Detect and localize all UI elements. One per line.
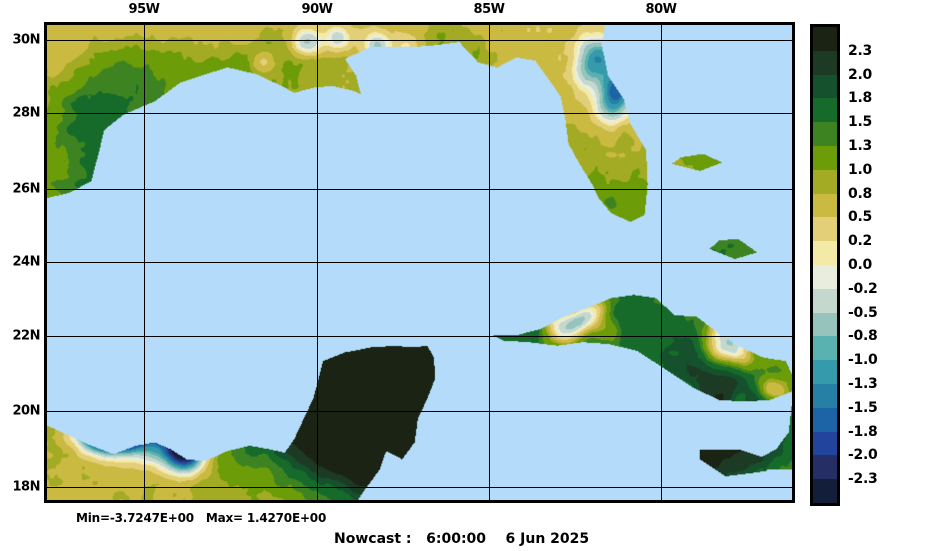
colorbar-band	[813, 50, 837, 75]
colorbar-tick-label: -1.8	[848, 423, 878, 440]
colorbar-band	[813, 407, 837, 432]
lat-tick-label: 28N	[12, 105, 41, 121]
colorbar-tick-label: -1.3	[848, 376, 878, 392]
colorbar-band	[813, 193, 837, 218]
min-max-readout: Min=-3.7247E+00 Max= 1.4270E+00	[76, 511, 327, 525]
colorbar-tick-label: -1.0	[848, 352, 878, 369]
colorbar-tick-label: -0.2	[848, 280, 878, 297]
lon-tick-label: 85W	[473, 2, 505, 17]
colorbar-tick-label: 1.0	[848, 161, 872, 178]
colorbar-band	[813, 360, 837, 384]
colorbar-band	[813, 431, 837, 456]
colorbar-band	[813, 241, 837, 265]
colorbar-tick-label: -2.0	[848, 447, 878, 464]
colorbar-band	[813, 74, 837, 99]
lat-tick-label: 24N	[12, 254, 41, 270]
colorbar-tick-labels: 2.3 2.0 1.8 1.5 1.3 1.0 0.8 0.5 0.2 0.0 -0.2 -0.5 -0…	[848, 24, 926, 506]
colorbar-tick-label: 0.0	[848, 257, 872, 273]
colorbar-band	[813, 145, 837, 170]
colorbar-tick-label: -1.5	[848, 399, 878, 416]
colorbar-band	[813, 217, 837, 242]
lat-tick-label: 26N	[12, 181, 41, 197]
colorbar-band	[813, 122, 837, 146]
colorbar-band	[813, 312, 837, 337]
colorbar-band	[813, 98, 837, 123]
lat-tick-label: 18N	[12, 479, 41, 495]
colorbar-tick-label: -2.3	[848, 471, 878, 488]
lon-tick-label: 90W	[301, 2, 333, 17]
colorbar-band	[813, 479, 837, 503]
nowcast-timestamp: Nowcast : 6:00:00 6 Jun 2025	[334, 531, 590, 547]
lon-tick-label: 80W	[645, 2, 677, 17]
colorbar-tick-label: -0.8	[848, 328, 878, 345]
colorbar-band	[813, 383, 837, 408]
colorbar-band	[813, 336, 837, 361]
colorbar-tick-label: 2.3	[848, 42, 872, 59]
colorbar-tick-label: 0.5	[848, 209, 872, 226]
lat-tick-label: 20N	[12, 403, 41, 419]
colorbar-band	[813, 264, 837, 289]
colorbar-bands	[810, 24, 840, 506]
colorbar-tick-label: 2.0	[848, 66, 872, 83]
colorbar-band	[813, 288, 837, 313]
colorbar-band	[813, 27, 837, 51]
map-plot-area[interactable]	[44, 22, 795, 503]
colorbar-tick-label: 1.8	[848, 90, 872, 107]
colorbar-tick-label: 0.2	[848, 233, 872, 250]
lon-tick-label: 95W	[128, 2, 160, 17]
contour-field-canvas	[47, 25, 792, 500]
colorbar-tick-label: -0.5	[848, 304, 878, 321]
colorbar-band	[813, 169, 837, 194]
colorbar-tick-label: 1.5	[848, 114, 872, 131]
lat-tick-label: 22N	[12, 328, 41, 344]
colorbar-legend: 2.3 2.0 1.8 1.5 1.3 1.0 0.8 0.5 0.2 0.0 -0.2 -0.5 -0…	[810, 24, 926, 506]
colorbar-band	[813, 455, 837, 480]
colorbar-tick-label: 1.3	[848, 138, 872, 154]
colorbar-tick-label: 0.8	[848, 185, 872, 202]
lat-tick-label: 30N	[12, 32, 41, 48]
